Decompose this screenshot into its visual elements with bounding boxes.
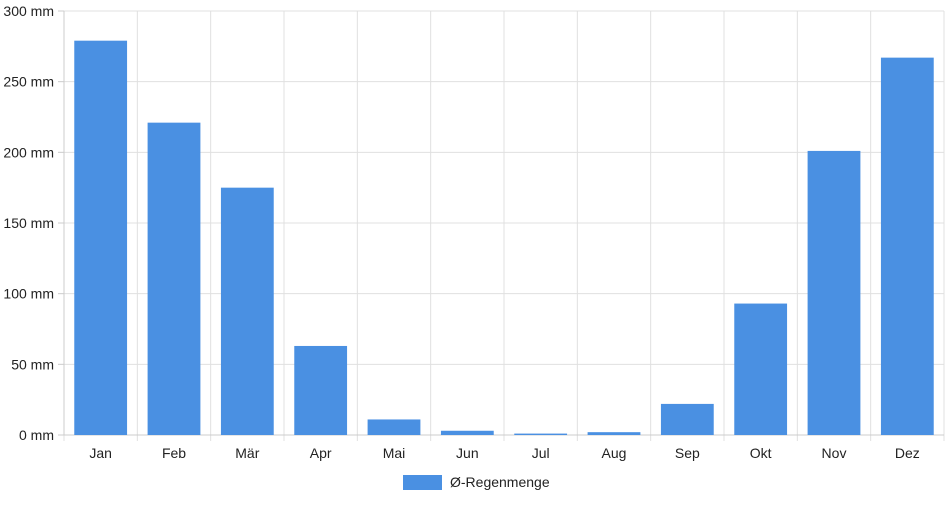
x-tick-label: Sep (675, 445, 700, 461)
bar-Okt[interactable] (734, 303, 788, 435)
x-tick-label: Mär (235, 445, 259, 461)
bar-Jul[interactable] (514, 433, 568, 435)
bar-Mär[interactable] (220, 187, 274, 435)
axes (58, 10, 944, 436)
bars (74, 40, 934, 436)
grid-lines (63, 10, 945, 441)
y-tick-label: 50 mm (11, 356, 54, 372)
x-tick-label: Jun (456, 445, 479, 461)
x-tick-label: Jul (532, 445, 550, 461)
bar-Jun[interactable] (440, 430, 494, 435)
legend-swatch (403, 475, 442, 490)
bar-Mai[interactable] (367, 419, 421, 435)
legend-label: Ø-Regenmenge (450, 474, 550, 490)
x-tick-label: Mai (383, 445, 406, 461)
bar-Nov[interactable] (807, 150, 861, 436)
bar-Dez[interactable] (880, 57, 934, 435)
bar-Apr[interactable] (294, 345, 348, 435)
y-axis-tick-labels: 0 mm 50 mm 100 mm 150 mm 200 mm 250 mm 300 mm (3, 3, 54, 443)
legend[interactable]: Ø-Regenmenge (403, 474, 550, 490)
x-tick-label: Feb (162, 445, 186, 461)
x-tick-label: Okt (750, 445, 772, 461)
y-tick-label: 300 mm (3, 3, 54, 19)
y-tick-label: 200 mm (3, 144, 54, 160)
y-tick-label: 100 mm (3, 286, 54, 302)
y-tick-label: 150 mm (3, 215, 54, 231)
bar-Jan[interactable] (74, 40, 128, 436)
y-tick-label: 0 mm (19, 427, 54, 443)
x-tick-label: Jan (89, 445, 112, 461)
y-tick-label: 250 mm (3, 74, 54, 90)
bar-Aug[interactable] (587, 432, 641, 435)
x-tick-label: Nov (822, 445, 847, 461)
bar-Sep[interactable] (660, 403, 714, 435)
x-tick-label: Apr (310, 445, 332, 461)
bar-Feb[interactable] (147, 122, 201, 436)
x-tick-label: Dez (895, 445, 920, 461)
x-axis-tick-labels: Jan Feb Mär Apr Mai Jun Jul Aug Sep Okt Nov Dez (89, 445, 919, 461)
x-tick-label: Aug (602, 445, 627, 461)
